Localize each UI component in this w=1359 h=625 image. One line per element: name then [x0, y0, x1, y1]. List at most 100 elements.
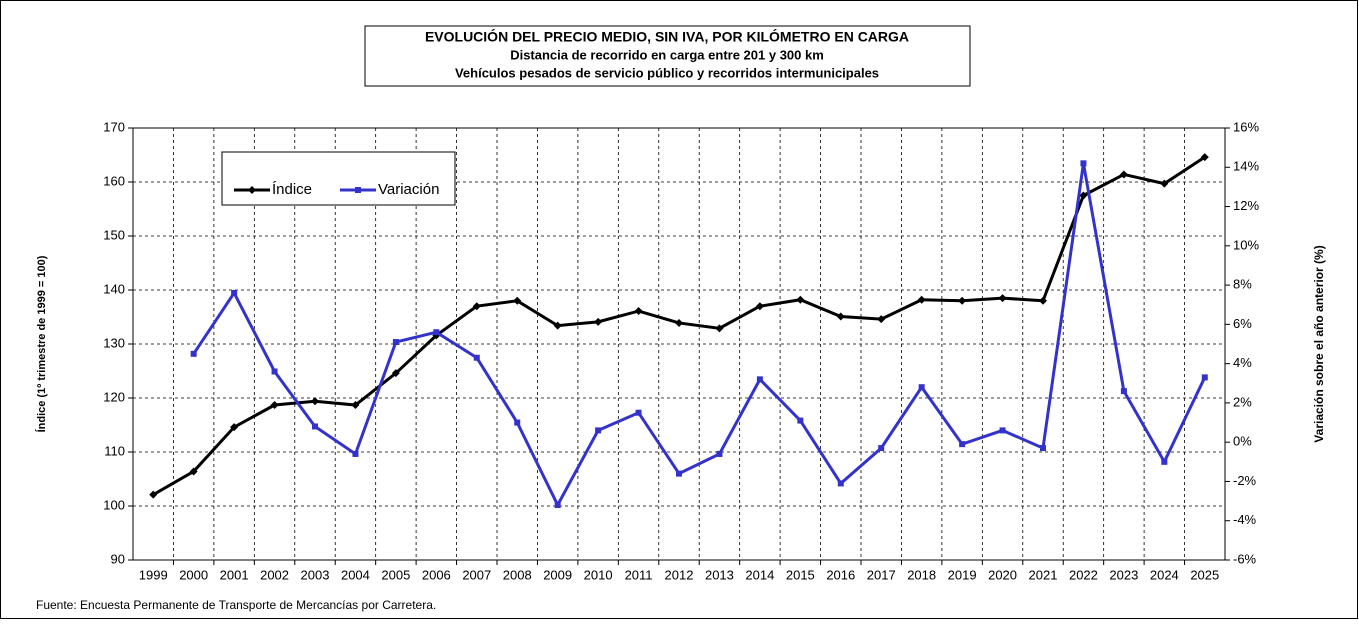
- x-tick-label: 2010: [584, 567, 613, 582]
- y2-tick-label: 8%: [1233, 277, 1252, 292]
- point: [998, 294, 1007, 303]
- x-tick-label: 2000: [179, 567, 208, 582]
- point: [230, 423, 239, 432]
- point: [675, 318, 683, 327]
- x-tick-label: 2014: [745, 567, 774, 582]
- point: [1040, 445, 1046, 452]
- legend-label: Índice: [272, 181, 312, 198]
- point: [595, 427, 602, 434]
- y-tick-label: 90: [111, 551, 125, 566]
- point: [959, 441, 966, 448]
- x-tick-label: 2022: [1069, 567, 1098, 582]
- y2-tick-label: 0%: [1233, 434, 1252, 449]
- x-tick-label: 2001: [220, 567, 249, 582]
- x-tick-label: 2004: [341, 567, 370, 582]
- x-tick-label: 2015: [786, 567, 815, 582]
- y-tick-label: 150: [103, 227, 125, 242]
- point: [392, 339, 399, 346]
- point: [635, 409, 642, 416]
- point: [715, 324, 724, 333]
- y2-tick-label: 12%: [1233, 198, 1259, 213]
- point: [716, 450, 723, 457]
- point: [391, 369, 400, 378]
- point: [149, 490, 158, 499]
- x-tick-label: 2023: [1109, 567, 1138, 582]
- point: [755, 302, 764, 311]
- y2-tick-label: -6%: [1233, 551, 1257, 566]
- point: [1039, 296, 1047, 305]
- point: [514, 419, 521, 426]
- y2-tick-label: -2%: [1233, 473, 1257, 488]
- x-tick-label: 1999: [139, 567, 168, 582]
- point: [594, 317, 603, 326]
- point: [554, 502, 561, 509]
- point: [1160, 179, 1169, 188]
- point: [797, 417, 804, 424]
- x-tick-label: 2011: [625, 567, 653, 582]
- y2-tick-label: -4%: [1233, 512, 1257, 527]
- x-tick-label: 2019: [948, 567, 977, 582]
- x-tick-label: 2008: [503, 567, 532, 582]
- point: [676, 470, 682, 477]
- y-tick-label: 110: [104, 443, 125, 458]
- point: [352, 450, 359, 457]
- point: [270, 401, 279, 410]
- point: [796, 295, 805, 304]
- x-tick-label: 2002: [260, 567, 289, 582]
- legend-label: Variación: [378, 181, 439, 198]
- y2-axis-title: Variación sobre el año anterior (%): [1312, 245, 1326, 442]
- point: [271, 368, 278, 375]
- y2-tick-label: 4%: [1233, 355, 1252, 370]
- source-note: Fuente: Encuesta Permanente de Transport…: [36, 598, 436, 612]
- x-tick-label: 2016: [826, 567, 855, 582]
- point: [837, 480, 844, 487]
- y-axis-title: Índice (1º trimestre de 1999 = 100): [35, 255, 48, 432]
- y2-tick-label: 2%: [1233, 394, 1252, 409]
- plot-frame: [132, 127, 1226, 561]
- point: [1200, 153, 1209, 162]
- point: [473, 354, 480, 361]
- legend-marker: [248, 186, 256, 194]
- point: [1161, 458, 1168, 465]
- y2-tick-label: 16%: [1233, 119, 1259, 134]
- x-tick-label: 2021: [1029, 567, 1058, 582]
- series-line: [192, 163, 1207, 509]
- point: [472, 302, 481, 311]
- point: [433, 329, 440, 336]
- y-tick-label: 140: [103, 281, 125, 296]
- point: [917, 295, 926, 304]
- x-tick-label: 2025: [1190, 567, 1219, 582]
- chart-subtitle: Distancia de recorrido en carga entre 20…: [510, 47, 824, 62]
- point: [1201, 374, 1208, 381]
- point: [1119, 170, 1128, 179]
- point: [351, 401, 360, 410]
- point: [311, 397, 319, 406]
- point: [513, 296, 522, 305]
- point: [1079, 191, 1088, 200]
- point: [1120, 388, 1127, 395]
- x-tick-label: 2003: [301, 567, 330, 582]
- y-tick-label: 160: [103, 173, 125, 188]
- chart-subtitle: Vehículos pesados de servicio público y …: [455, 65, 879, 80]
- y2-tick-label: 6%: [1233, 316, 1252, 331]
- x-tick-label: 2009: [543, 567, 572, 582]
- point: [189, 467, 198, 476]
- y2-tick-label: 10%: [1233, 237, 1259, 252]
- x-tick-label: 2006: [422, 567, 451, 582]
- y-tick-label: 130: [103, 335, 125, 350]
- point: [918, 384, 925, 391]
- point: [877, 315, 886, 324]
- point: [553, 321, 562, 330]
- x-tick-label: 2017: [867, 567, 896, 582]
- legend-marker: [355, 187, 361, 193]
- x-tick-label: 2012: [665, 567, 694, 582]
- x-tick-label: 2018: [907, 567, 936, 582]
- y-tick-label: 100: [103, 497, 125, 512]
- point: [231, 289, 238, 296]
- point: [958, 296, 967, 305]
- y2-tick-label: 14%: [1233, 159, 1259, 174]
- point: [836, 312, 845, 321]
- point: [634, 307, 643, 316]
